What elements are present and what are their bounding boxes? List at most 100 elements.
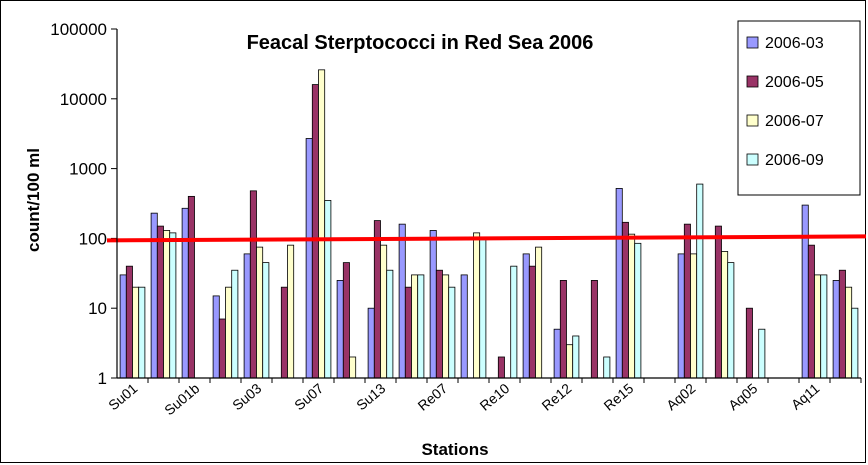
y-tick-label: 10000 <box>60 90 107 109</box>
bar-2006-07-Su02 <box>225 286 233 379</box>
x-tick-label: Su01 <box>105 380 140 413</box>
y-tick-label: 1 <box>98 369 107 388</box>
bar-2006-03-Su03 <box>243 253 251 379</box>
bar-2006-03-Aq11 <box>801 204 809 379</box>
bar-2006-03-Su14 <box>398 223 406 379</box>
bar-2006-05-Aq02 <box>683 223 691 379</box>
legend-label-2006-09: 2006-09 <box>765 152 824 169</box>
bar-2006-09-Re12 <box>572 335 580 379</box>
bar-2006-03-Re07 <box>429 230 437 379</box>
bar-2006-07-Aq02 <box>690 253 698 379</box>
bar-2006-05-Su14 <box>404 286 412 379</box>
bar-2006-03-Re08 <box>460 274 468 379</box>
x-tick-label: Su13 <box>353 380 388 413</box>
bar-2006-05-Re13 <box>590 280 598 379</box>
bar-2006-03-Su02 <box>212 295 220 379</box>
reference-line <box>106 234 867 243</box>
x-tick-label: Re07 <box>415 380 451 414</box>
bar-2006-09-Aq02 <box>696 183 704 379</box>
bar-2006-07-Su08 <box>349 356 357 379</box>
x-tick-label: Aq02 <box>663 380 698 413</box>
bar-2006-07-Re12 <box>566 344 574 379</box>
bar-2006-09-Su02 <box>231 269 239 379</box>
bar-2006-05-Su07 <box>311 84 319 379</box>
x-axis-title: Stations <box>421 440 488 459</box>
bar-2006-07-Aq04 <box>721 251 729 379</box>
bar-2006-07-Su13 <box>380 244 388 379</box>
bar-2006-03-Re11 <box>522 253 530 379</box>
legend-swatch-2006-05 <box>746 75 759 88</box>
y-tick-label: 1000 <box>69 160 107 179</box>
bar-2006-09-Re07 <box>448 286 456 379</box>
bar-2006-03-Su01a <box>150 212 158 379</box>
bar-2006-09-Aq04 <box>727 262 735 379</box>
bar-2006-07-Su01a <box>163 230 171 379</box>
bar-2006-09-Aq12 <box>851 307 859 379</box>
bar-2006-09-Su07 <box>324 200 332 379</box>
y-axis-title: count/100 ml <box>24 148 43 252</box>
bar-2006-05-Su03 <box>249 190 257 379</box>
x-tick-label: Aq05 <box>725 380 760 413</box>
legend-label-2006-03: 2006-03 <box>765 35 824 52</box>
bar-2006-05-Su08 <box>342 262 350 379</box>
bar-2006-07-Re08 <box>473 232 481 379</box>
bar-2006-05-Aq05 <box>745 307 753 379</box>
legend-swatch-2006-03 <box>746 36 759 49</box>
x-tick-label: Su01b <box>161 380 202 418</box>
bar-2006-09-Su01 <box>138 286 146 379</box>
bar-2006-07-Re11 <box>535 246 543 379</box>
bar-2006-07-Re07 <box>442 274 450 379</box>
bar-2006-03-Re15 <box>615 188 623 379</box>
bar-2006-09-Re08 <box>479 237 487 379</box>
bar-2006-07-Su07 <box>318 69 326 379</box>
bar-2006-03-Su08 <box>336 280 344 379</box>
legend-swatch-2006-07 <box>746 114 759 127</box>
y-tick-label: 100 <box>79 229 107 248</box>
bar-2006-09-Re10 <box>510 265 518 379</box>
bar-2006-03-Su01 <box>119 274 127 379</box>
y-axis-ticks: 1 10 100 1000 10000 100000 <box>50 20 117 388</box>
x-tick-label: Re15 <box>601 380 637 414</box>
bar-2006-09-Aq05 <box>758 328 766 379</box>
bar-2006-05-Re10 <box>497 356 505 379</box>
bar-2006-07-Su01 <box>132 286 140 379</box>
bar-2006-05-Su01b <box>187 195 195 379</box>
legend-label-2006-07: 2006-07 <box>765 113 824 130</box>
legend: 2006-03 2006-05 2006-07 2006-09 <box>737 20 861 196</box>
bar-2006-07-Su04 <box>287 244 295 379</box>
bar-2006-03-Aq12 <box>832 280 840 379</box>
bar-2006-05-Re12 <box>559 280 567 379</box>
bar-2006-03-Su13 <box>367 307 375 379</box>
bar-2006-07-Su03 <box>256 246 264 379</box>
bar-2006-05-Aq11 <box>807 244 815 379</box>
bar-2006-05-Su04 <box>280 286 288 379</box>
x-tick-label: Su07 <box>291 380 326 413</box>
y-tick-label: 10 <box>88 299 107 318</box>
chart-title: Feacal Sterptococci in Red Sea 2006 <box>247 32 594 54</box>
bar-2006-07-Aq11 <box>814 274 822 379</box>
bar-2006-03-Re12 <box>553 328 561 379</box>
bar-2006-09-Re13 <box>603 356 611 379</box>
bar-2006-09-Su01a <box>169 232 177 379</box>
bar-2006-07-Aq12 <box>845 286 853 379</box>
bar-2006-05-Aq12 <box>838 269 846 379</box>
bar-2006-03-Su01b <box>181 207 189 379</box>
bar-2006-03-Su07 <box>305 138 313 379</box>
legend-swatch-2006-09 <box>746 153 759 166</box>
x-tick-label: Re12 <box>539 380 575 414</box>
bar-2006-03-Aq02 <box>677 253 685 379</box>
bar-2006-09-Su13 <box>386 269 394 379</box>
x-tick-label: Aq11 <box>788 380 823 413</box>
bar-2006-05-Re15 <box>621 221 629 379</box>
y-tick-label: 100000 <box>50 20 107 39</box>
legend-box <box>737 20 861 196</box>
bar-2006-05-Re11 <box>528 265 536 379</box>
bar-2006-09-Aq11 <box>820 274 828 379</box>
bar-2006-05-Su02 <box>218 318 226 379</box>
bar-2006-05-Su13 <box>373 220 381 379</box>
bar-2006-07-Re15 <box>628 233 636 379</box>
legend-label-2006-05: 2006-05 <box>765 74 824 91</box>
bar-2006-05-Aq04 <box>714 225 722 379</box>
bar-2006-05-Su01 <box>125 265 133 379</box>
